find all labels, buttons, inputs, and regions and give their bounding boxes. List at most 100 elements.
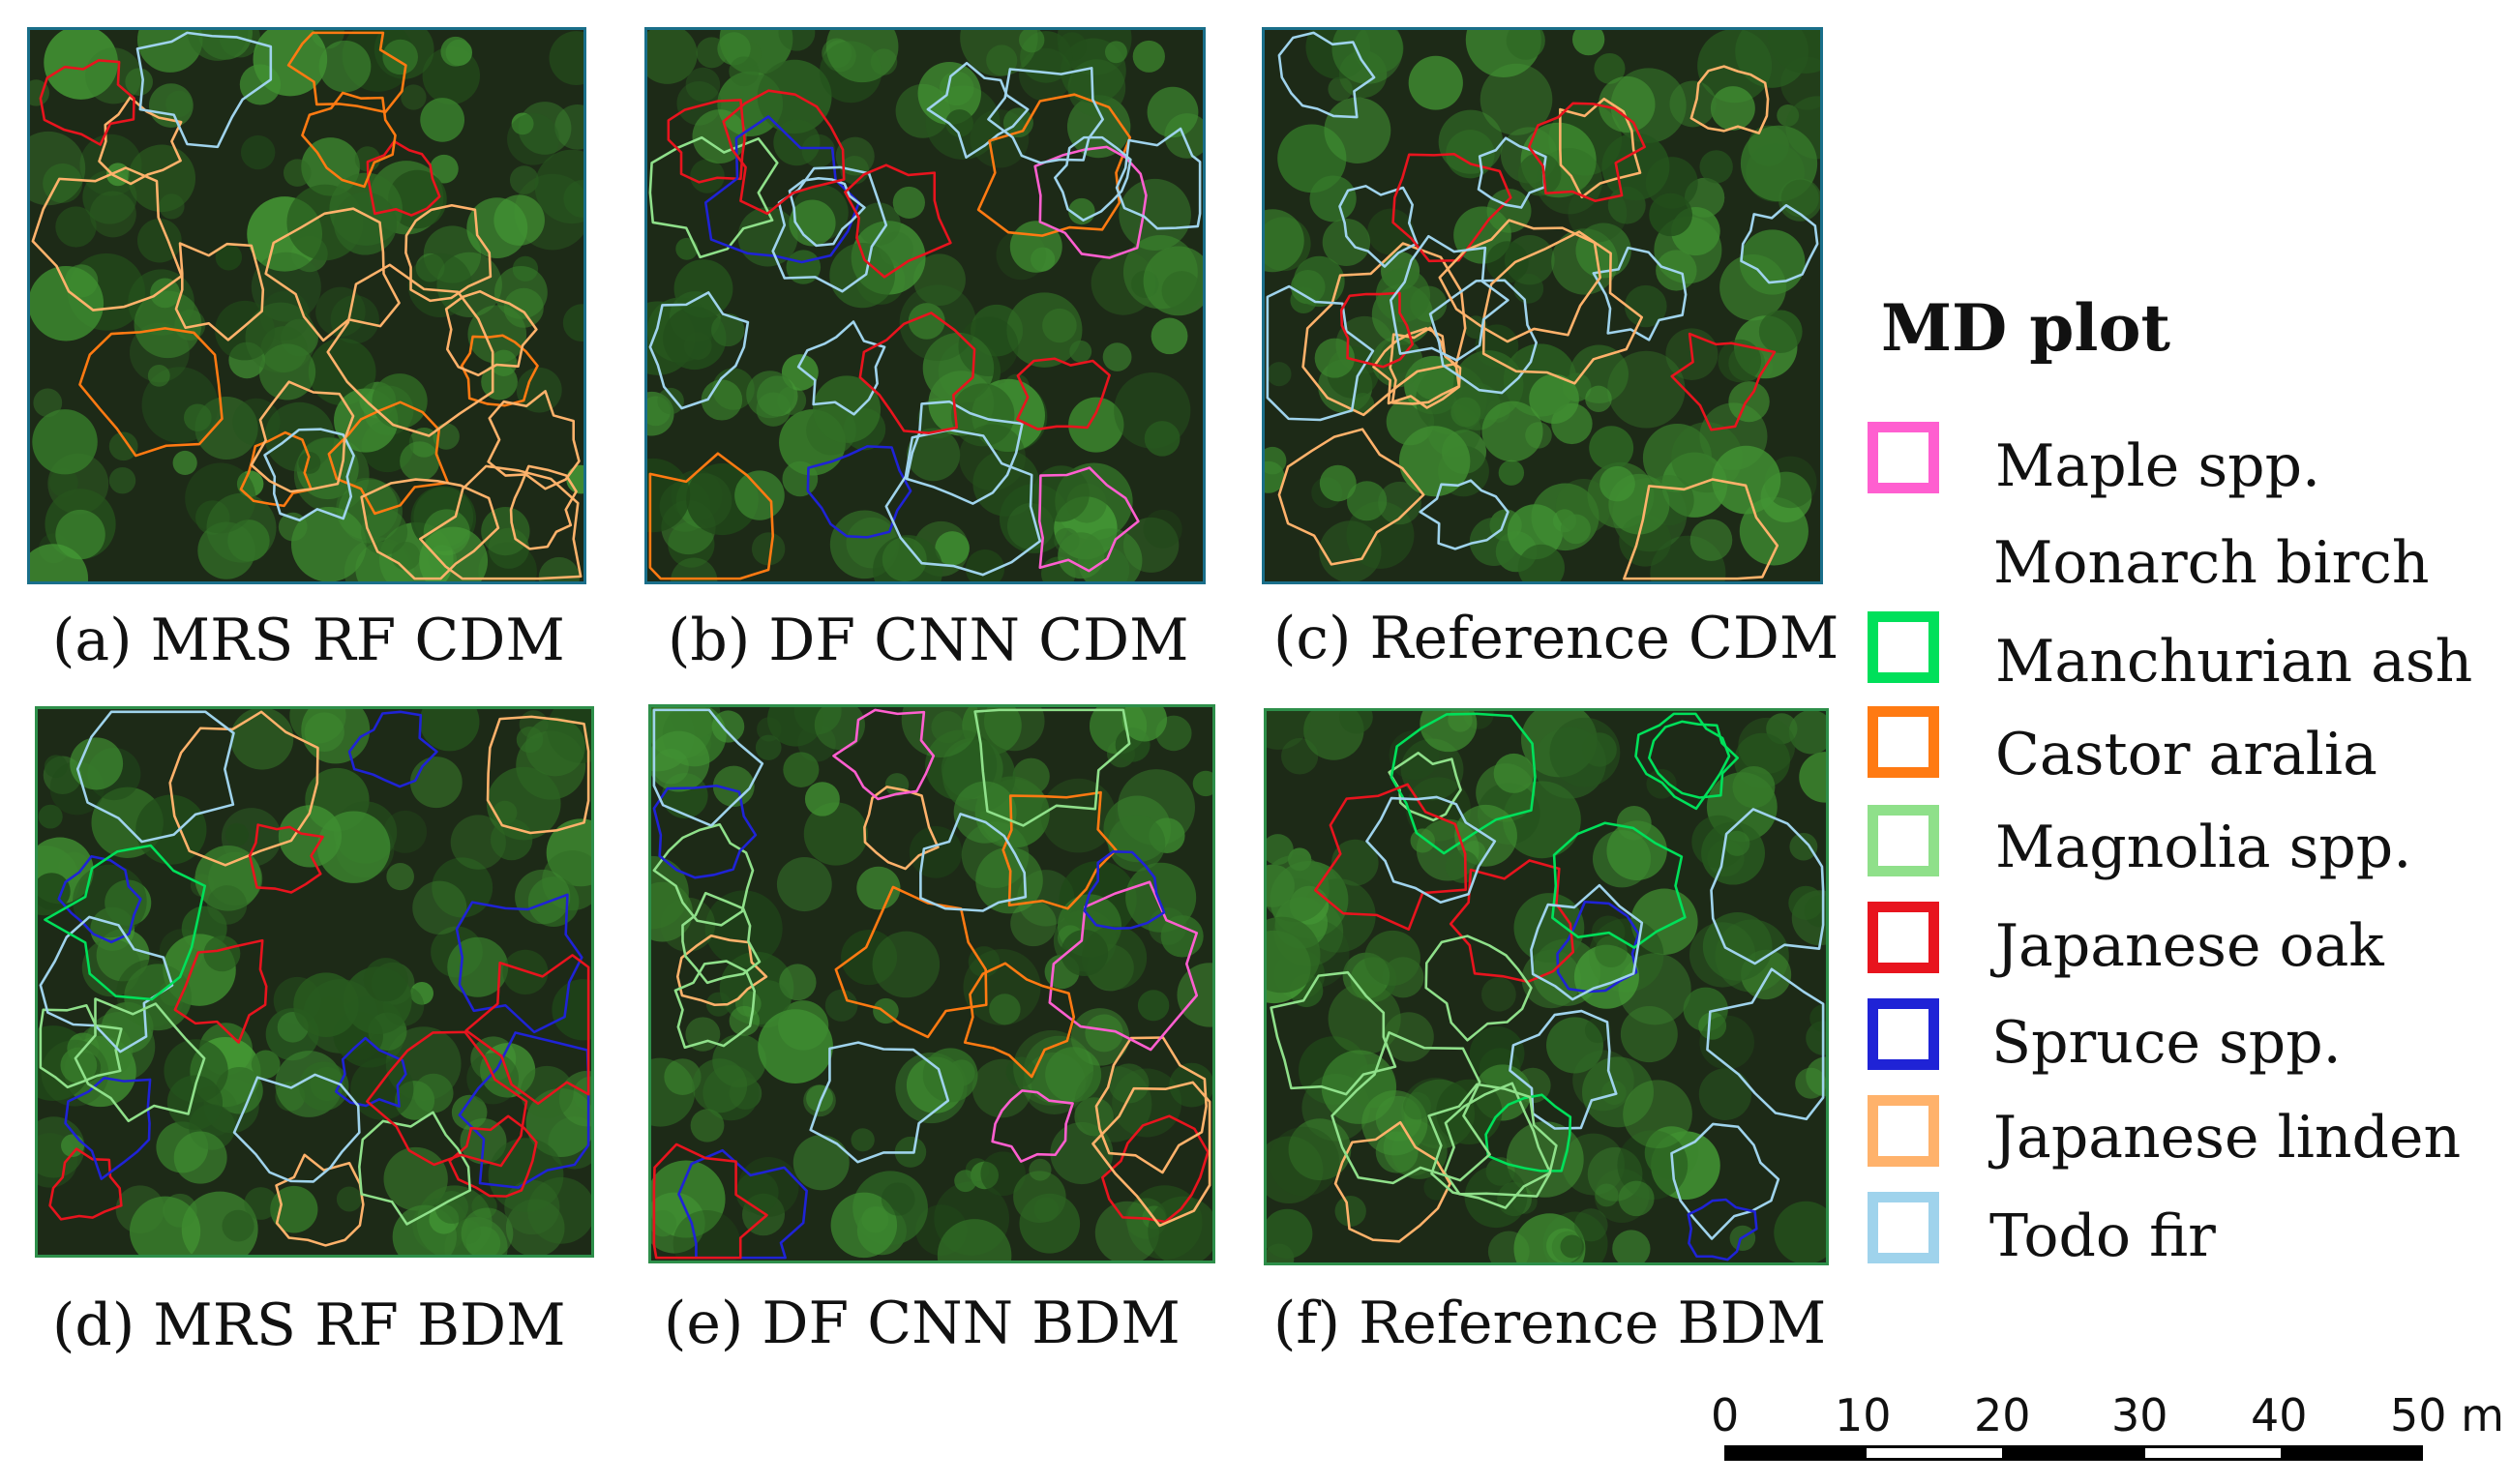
crown-outline xyxy=(1509,1009,1618,1130)
crown-outline xyxy=(652,822,755,927)
canopy-texture xyxy=(757,717,782,742)
canopy-texture xyxy=(657,387,684,415)
canopy-texture xyxy=(30,265,105,341)
canopy-texture xyxy=(1788,711,1826,755)
canopy-texture xyxy=(538,556,580,581)
canopy-texture xyxy=(1481,401,1543,462)
canopy-texture xyxy=(1094,1201,1159,1261)
canopy-texture xyxy=(1601,133,1670,201)
crown-outline xyxy=(48,1147,123,1221)
canopy-texture xyxy=(1595,935,1628,968)
canopy-texture xyxy=(1507,504,1564,560)
canopy-texture xyxy=(386,863,414,891)
canopy-texture xyxy=(1486,189,1532,233)
canopy-texture xyxy=(965,549,1005,581)
canopy-texture xyxy=(207,885,248,925)
canopy-texture xyxy=(30,131,86,206)
canopy-texture xyxy=(881,1182,915,1216)
canopy-texture xyxy=(851,1128,875,1152)
canopy-texture xyxy=(1102,342,1132,371)
canopy-texture xyxy=(958,316,1019,376)
canopy-texture xyxy=(1346,481,1388,521)
canopy-texture xyxy=(1192,770,1212,797)
canopy-texture xyxy=(892,186,925,219)
crown-outline xyxy=(168,710,319,867)
crown-outline xyxy=(1634,712,1731,811)
canopy-texture xyxy=(222,1209,254,1242)
crown-outline xyxy=(1670,1122,1780,1240)
crown-outline xyxy=(834,885,988,1039)
canopy-texture xyxy=(651,1209,677,1237)
canopy-texture xyxy=(711,312,745,347)
crown-outline xyxy=(858,312,976,434)
canopy-texture xyxy=(552,979,591,1041)
canopy-texture xyxy=(33,388,63,418)
canopy-texture xyxy=(664,1058,702,1095)
crown-outline xyxy=(1710,808,1825,965)
canopy-texture xyxy=(1019,1193,1081,1254)
canopy-texture xyxy=(1517,544,1565,581)
map-panel-f xyxy=(1264,708,1829,1265)
canopy-texture xyxy=(1486,241,1529,283)
legend-label-spruce: Spruce spp. xyxy=(1991,1009,2342,1077)
canopy-texture xyxy=(507,113,559,165)
canopy-texture xyxy=(734,470,785,520)
canopy-texture xyxy=(49,468,78,497)
canopy-texture xyxy=(1019,47,1073,102)
canopy-texture xyxy=(735,1171,779,1214)
canopy-texture xyxy=(814,707,865,751)
canopy-texture xyxy=(1560,1234,1584,1259)
crown-outline xyxy=(806,445,912,539)
crown-outline xyxy=(673,960,757,1050)
canopy-texture xyxy=(55,509,105,560)
crown-outline xyxy=(98,96,183,186)
canopy-texture xyxy=(789,199,836,247)
canopy-texture xyxy=(363,958,408,1002)
crown-outline xyxy=(1648,720,1739,799)
crown-outline xyxy=(1277,31,1376,119)
canopy-texture xyxy=(401,84,427,110)
canopy-texture xyxy=(1598,75,1656,134)
scale-segment-3 xyxy=(2003,1445,2144,1461)
canopy-texture xyxy=(1104,41,1127,64)
canopy-texture xyxy=(983,707,1045,752)
canopy-texture xyxy=(1169,1062,1212,1108)
canopy-texture xyxy=(240,134,276,170)
crown-outline xyxy=(487,390,581,490)
canopy-texture xyxy=(1013,1030,1090,1106)
canopy-texture xyxy=(1137,990,1170,1022)
crown-outline xyxy=(486,715,590,835)
crown-outline xyxy=(455,893,583,1034)
canopy-texture xyxy=(1649,193,1692,237)
canopy-texture xyxy=(1584,1017,1611,1044)
canopy-texture xyxy=(481,507,530,556)
canopy-texture xyxy=(419,709,480,752)
canopy-texture xyxy=(783,752,820,787)
canopy-texture xyxy=(1029,1158,1052,1181)
canopy-texture xyxy=(1806,1056,1826,1097)
crown-outline xyxy=(1530,883,1644,1001)
canopy-texture xyxy=(1493,753,1535,793)
canopy-texture xyxy=(290,507,367,581)
legend-label-japanese-oak: Japanese oak xyxy=(1995,912,2384,980)
canopy-texture xyxy=(108,431,138,461)
crown-outline xyxy=(788,177,866,248)
canopy-texture xyxy=(115,1185,164,1234)
canopy-texture xyxy=(1575,223,1631,279)
legend-title: MD plot xyxy=(1881,290,2170,366)
crown-outline xyxy=(1740,203,1819,284)
canopy-texture xyxy=(221,808,282,867)
canopy-texture xyxy=(825,30,899,83)
canopy-texture xyxy=(1324,97,1391,163)
canopy-texture xyxy=(55,206,97,248)
canopy-texture xyxy=(457,1219,482,1244)
canopy-texture xyxy=(1718,339,1762,383)
crown-outline xyxy=(1270,970,1397,1096)
canopy-texture xyxy=(44,30,118,100)
canopy-texture xyxy=(1066,483,1107,523)
canopy-texture xyxy=(338,479,403,544)
canopy-texture xyxy=(245,302,316,373)
canopy-texture xyxy=(429,154,459,184)
canopy-texture xyxy=(1403,1091,1431,1120)
crown-outline xyxy=(1338,185,1419,268)
